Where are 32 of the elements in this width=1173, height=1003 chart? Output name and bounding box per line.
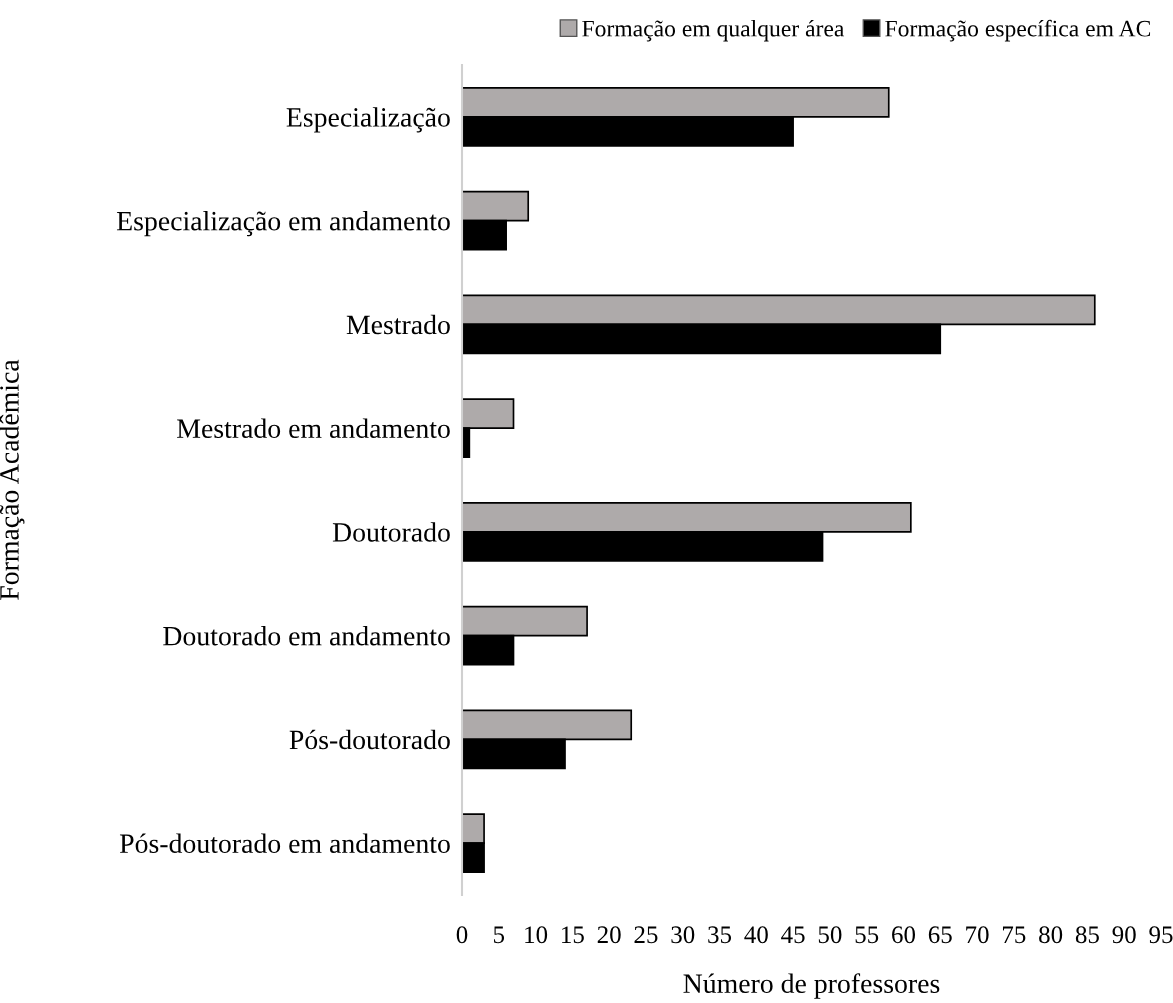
x-tick-label: 70	[966, 926, 989, 944]
x-tick-label: 90	[1112, 926, 1136, 944]
legend-label: Formação específica em AC	[885, 19, 1151, 42]
y-tick-label: Mestrado em andamento	[177, 418, 450, 439]
x-tick-label: 5	[493, 926, 505, 944]
y-tick-label: Especialização em andamento	[116, 210, 450, 237]
y-axis-title: Formação Acadêmica	[0, 359, 25, 600]
x-tick-label: 55	[855, 926, 879, 944]
x-tick-label: 85	[1075, 926, 1099, 944]
y-tick-label: Pós-doutorado em andamento	[119, 833, 450, 854]
x-tick-label: 15	[562, 926, 584, 944]
x-tick-label: 65	[928, 926, 952, 944]
x-axis-title: Número de professores	[683, 973, 940, 999]
x-tick-label: 20	[597, 926, 621, 944]
y-tick-label: Doutorado em andamento	[163, 625, 450, 646]
x-tick-label: 10	[525, 926, 548, 944]
y-tick-label: Doutorado	[332, 522, 450, 542]
y-tick-label: Mestrado	[346, 314, 450, 335]
x-tick-label: 45	[781, 926, 805, 944]
x-tick-label: 75	[1002, 926, 1026, 944]
legend-label: Formação em qualquer área	[582, 19, 845, 42]
y-tick-label: Especialização	[286, 107, 450, 133]
x-tick-label: 0	[456, 926, 468, 944]
y-tick-label: Pós-doutorado	[289, 729, 450, 750]
x-tick-label: 25	[634, 926, 658, 944]
x-tick-label: 50	[818, 926, 842, 944]
x-tick-label: 30	[671, 926, 695, 944]
x-tick-label: 35	[708, 926, 732, 944]
x-tick-label: 95	[1149, 926, 1173, 944]
x-tick-label: 60	[892, 926, 916, 944]
x-tick-label: 40	[744, 926, 768, 944]
x-tick-label: 80	[1039, 926, 1063, 944]
